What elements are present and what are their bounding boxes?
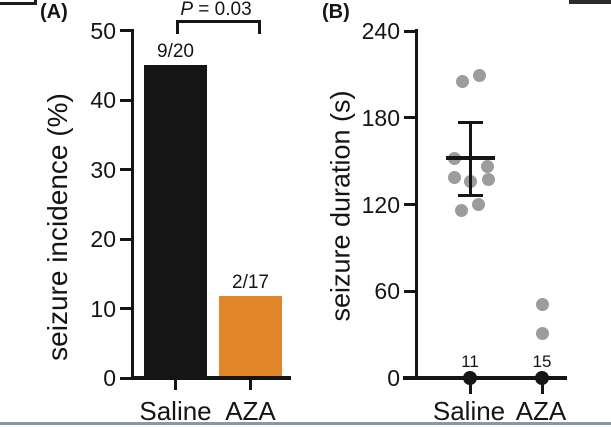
error-bar-cap-bottom xyxy=(457,194,483,198)
x-category-label: Saline xyxy=(432,396,506,426)
y-axis-tick xyxy=(120,237,131,241)
significance-bracket xyxy=(176,20,261,34)
panel-b-scatter-chart: (B) seizure duration (s) 0 60 120 180 240 11 S… xyxy=(305,0,611,427)
cropped-bracket-fragment-top-left-v xyxy=(34,0,37,5)
y-axis-tick-label: 60 xyxy=(374,278,400,305)
y-axis-line xyxy=(415,29,418,380)
y-axis-tick-label: 30 xyxy=(90,156,116,183)
y-axis-tick xyxy=(120,98,131,102)
y-axis-tick-label: 0 xyxy=(103,365,116,391)
scatter-dot xyxy=(454,203,468,217)
significance-p-symbol: P xyxy=(180,0,194,20)
significance-label: P = 0.03 xyxy=(166,0,266,19)
bar-count-label: 9/20 xyxy=(157,41,194,63)
mean-line xyxy=(445,156,495,160)
scatter-dot xyxy=(535,297,549,311)
figure-bottom-border xyxy=(0,422,611,425)
x-axis-line xyxy=(131,376,291,380)
y-axis-tick-label: 20 xyxy=(90,226,116,253)
bar-aza xyxy=(219,296,282,380)
cropped-bracket-fragment-top-left-h xyxy=(0,2,37,5)
x-category-label: Saline xyxy=(139,396,212,426)
y-axis-tick xyxy=(120,168,131,172)
x-axis-tick xyxy=(468,378,472,394)
scatter-dot xyxy=(472,69,486,83)
x-axis-tick xyxy=(249,380,252,390)
zero-count-label: 11 xyxy=(461,352,479,371)
scatter-dot xyxy=(447,170,461,184)
scatter-dot xyxy=(481,173,495,187)
y-axis-tick xyxy=(404,289,415,293)
y-axis-line xyxy=(131,29,134,380)
scatter-dot xyxy=(535,326,549,340)
y-axis-tick xyxy=(120,29,131,33)
y-axis-tick-label: 180 xyxy=(361,104,400,131)
y-axis-tick-label: 40 xyxy=(90,87,116,114)
zero-dot xyxy=(463,371,477,385)
zero-dot xyxy=(535,371,549,385)
y-axis-tick-label: 240 xyxy=(361,18,400,44)
significance-p-value: = 0.03 xyxy=(193,0,252,20)
y-axis-tick-label: 10 xyxy=(90,295,116,322)
y-axis-tick xyxy=(404,116,415,120)
panel-b-label: (B) xyxy=(322,1,350,23)
scatter-dot xyxy=(455,75,469,89)
scatter-dot xyxy=(480,160,494,174)
panel-a-bar-chart: (A) seizure incidence (%) P = 0.03 0 10 20… xyxy=(0,0,305,427)
x-axis-line xyxy=(403,376,567,380)
x-category-label: AZA xyxy=(225,396,276,426)
y-axis-tick xyxy=(404,203,415,206)
bar-saline xyxy=(144,65,207,380)
x-category-label: AZA xyxy=(515,396,567,426)
y-axis-tick-label: 0 xyxy=(387,365,400,391)
bar-count-label: 2/17 xyxy=(232,272,269,294)
panel-a-label: (A) xyxy=(40,1,68,23)
x-axis-tick xyxy=(174,380,177,390)
error-bar-cap-top xyxy=(457,120,483,124)
cropped-fragment-top-right xyxy=(569,0,611,4)
y-axis-tick xyxy=(120,376,131,380)
y-axis-tick xyxy=(404,29,415,33)
zero-count-label: 15 xyxy=(532,352,552,371)
y-axis-tick xyxy=(120,307,131,311)
panel-a-plot-area: 0 10 20 30 40 50 9/20 2/17 Saline AZA xyxy=(0,0,305,427)
x-axis-tick xyxy=(540,378,544,394)
y-axis-tick-label: 120 xyxy=(361,191,400,218)
scatter-dot xyxy=(471,198,485,211)
y-axis-tick-label: 50 xyxy=(90,17,116,44)
